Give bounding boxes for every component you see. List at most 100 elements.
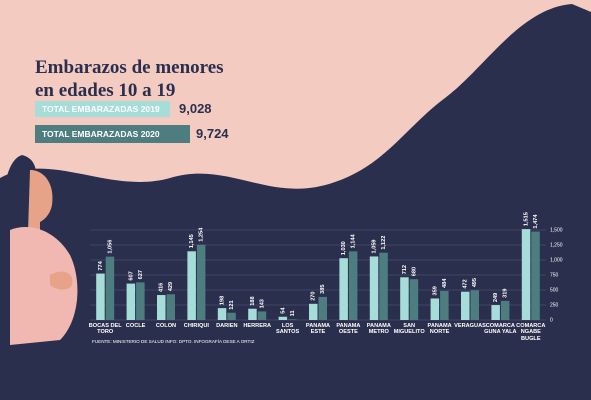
legend-total: 9,028 (179, 101, 212, 116)
dress (10, 227, 78, 345)
x-tick-label-box: BOCAS DEL TORO (88, 323, 122, 336)
x-tick-label: VERAGUAS (454, 323, 486, 329)
x-tick-label-box: COCLÉ (126, 323, 146, 329)
value-label: 1,144 (351, 233, 357, 248)
bar (309, 303, 318, 320)
x-tick-label: LOS SANTOS (275, 323, 300, 336)
value-label: 188 (250, 296, 256, 305)
x-tick-label-box: DARIÉN (216, 323, 238, 329)
x-tick-label-box: HERRERA (243, 323, 272, 329)
x-tick-label: PANAMÁ ESTE (305, 323, 331, 336)
y-tick-label: 1,250 (550, 242, 563, 248)
x-tick-label: COMARCA NGABE BUGLE (516, 323, 546, 342)
y-tick-label: 250 (550, 302, 559, 308)
value-label: 1,474 (533, 214, 539, 229)
value-label: 249 (493, 293, 499, 302)
x-tick-label: PANAMÁ METRO (366, 323, 391, 336)
y-tick-label: 750 (550, 272, 559, 278)
value-label: 429 (168, 282, 174, 291)
bar (521, 229, 531, 320)
bar (348, 251, 358, 320)
value-label: 1,056 (107, 240, 113, 254)
value-label: 1,145 (189, 234, 195, 248)
y-tick-label: 1,000 (550, 257, 563, 263)
bar (136, 282, 145, 320)
value-label: 607 (128, 271, 134, 280)
bar (470, 290, 479, 320)
x-tick-label: COLÓN (155, 323, 177, 329)
x-tick-label-box: COMARCA NGABE BUGLE (516, 323, 546, 342)
value-label: 627 (138, 270, 144, 279)
value-label: 1,059 (372, 239, 378, 253)
value-label: 270 (311, 291, 317, 300)
bar (288, 319, 297, 320)
bar (157, 295, 166, 320)
x-tick-label: PANAMÁ NORTE (427, 323, 452, 336)
bar (217, 308, 227, 320)
face (28, 170, 53, 232)
bar (318, 296, 327, 320)
x-tick-label: COMARCA GUNA YALA (484, 323, 517, 336)
value-label: 385 (320, 285, 326, 294)
value-label: 712 (402, 265, 408, 274)
bar (440, 290, 449, 320)
x-tick-label-box: PANAMÁ OESTE (336, 323, 361, 336)
x-tick-label: PANAMÁ OESTE (336, 323, 361, 336)
bar (105, 256, 115, 320)
value-label: 484 (442, 278, 448, 288)
legend-label: TOTAL EMBARAZADAS 2020 (42, 129, 160, 139)
value-label: 774 (98, 260, 104, 270)
bar (126, 283, 136, 320)
value-label: 54 (280, 307, 286, 314)
x-tick-label-box: CHIRIQUÍ (183, 323, 209, 329)
x-tick-label-box: PANAMÁ NORTE (427, 323, 452, 336)
bar (409, 279, 419, 320)
value-label: 198 (220, 296, 226, 305)
value-label: 1,254 (199, 227, 205, 242)
x-tick-label: DARIÉN (216, 323, 238, 329)
value-label: 472 (463, 279, 469, 288)
value-label: 1,030 (341, 241, 347, 255)
value-label: 1,122 (381, 236, 387, 250)
value-label: 416 (159, 283, 165, 292)
x-tick-label-box: COLÓN (155, 323, 177, 329)
x-tick-label-box: COMARCA GUNA YALA (484, 323, 517, 336)
legend-label: TOTAL EMBARAZADAS 2019 (42, 104, 160, 114)
value-label: 11 (290, 310, 296, 316)
value-label: 121 (229, 300, 235, 309)
bar (461, 291, 470, 320)
value-label: 1,515 (524, 212, 530, 226)
y-tick-label: 500 (550, 287, 559, 293)
bar (491, 305, 500, 320)
x-tick-label-box: VERAGUAS (454, 323, 486, 329)
x-tick-label: CHIRIQUÍ (183, 323, 209, 329)
bar (430, 298, 440, 320)
x-tick-label-box: PANAMÁ METRO (366, 323, 391, 336)
bar (248, 308, 257, 320)
x-tick-label: HERRERA (243, 323, 272, 329)
source: FUENTE: MINISTERIO DE SALUD INFO: DPTO. … (92, 338, 255, 344)
bar (339, 258, 348, 320)
bar (166, 294, 175, 320)
bar (369, 256, 379, 320)
illustration (2, 155, 78, 400)
x-tick-label: BOCAS DEL TORO (88, 323, 122, 336)
value-label: 359 (432, 286, 438, 295)
value-label: 495 (472, 278, 478, 287)
bar (379, 252, 388, 320)
bar (96, 273, 105, 320)
bar (278, 316, 288, 320)
bar (187, 251, 196, 320)
bar (531, 231, 540, 320)
bar (227, 312, 236, 320)
legend-swatch (35, 101, 170, 117)
x-tick-label: SAN MIGUELITO (393, 323, 425, 336)
bar (196, 244, 206, 320)
legend-total: 9,724 (196, 126, 229, 141)
y-tick-label: 0 (550, 317, 553, 323)
bar (400, 277, 409, 320)
bar (257, 311, 267, 320)
value-label: 143 (259, 299, 265, 308)
hand (50, 271, 73, 290)
